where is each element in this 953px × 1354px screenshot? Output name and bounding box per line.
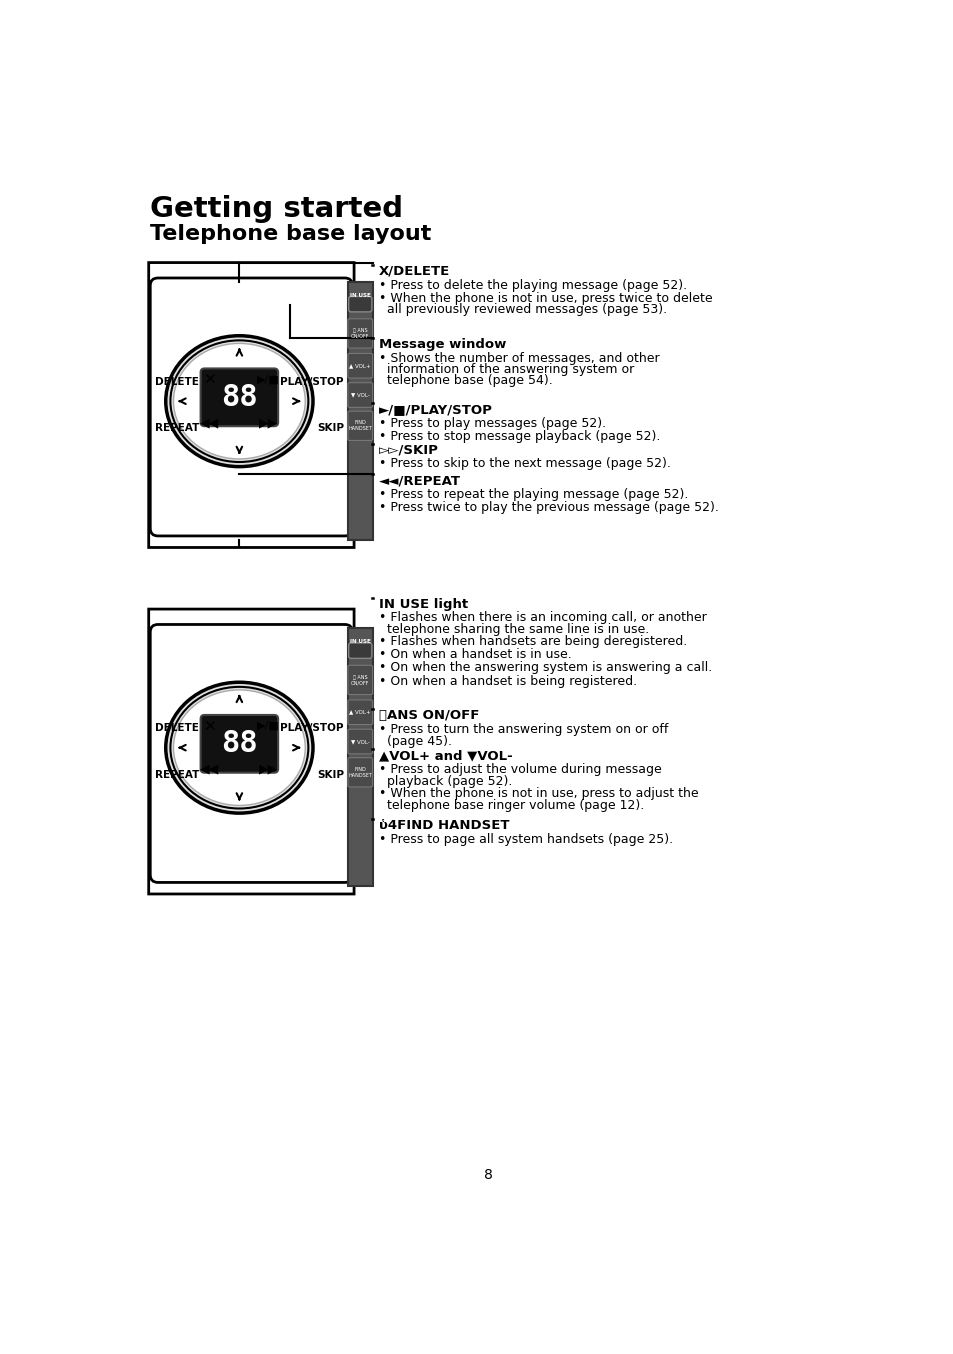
Text: PLAY/STOP: PLAY/STOP [280, 376, 344, 387]
Text: SKIP: SKIP [316, 769, 344, 780]
Text: IN USE: IN USE [350, 639, 371, 645]
Ellipse shape [166, 682, 313, 814]
Text: ▻▻/SKIP: ▻▻/SKIP [378, 444, 438, 456]
Text: • Press to page all system handsets (page 25).: • Press to page all system handsets (pag… [378, 833, 672, 846]
Text: all previously reviewed messages (page 53).: all previously reviewed messages (page 5… [386, 303, 666, 317]
Text: 8: 8 [484, 1169, 493, 1182]
Text: telephone base (page 54).: telephone base (page 54). [386, 374, 552, 387]
FancyBboxPatch shape [149, 609, 354, 894]
FancyBboxPatch shape [348, 353, 373, 378]
Text: • Flashes when there is an incoming call, or another: • Flashes when there is an incoming call… [378, 612, 706, 624]
Text: • Press to repeat the playing message (page 52).: • Press to repeat the playing message (p… [378, 489, 687, 501]
Bar [348, 628, 373, 887]
Text: REPEAT: REPEAT [154, 769, 199, 780]
Text: ⏻ ANS
ON/OFF: ⏻ ANS ON/OFF [351, 674, 369, 685]
Text: • On when a handset is being registered.: • On when a handset is being registered. [378, 674, 637, 688]
Text: • When the phone is not in use, press twice to delete: • When the phone is not in use, press tw… [378, 292, 712, 305]
Text: FIND
HANDSET: FIND HANDSET [348, 766, 372, 777]
Text: Telephone base layout: Telephone base layout [150, 223, 431, 244]
Ellipse shape [173, 344, 305, 459]
FancyBboxPatch shape [150, 278, 353, 536]
FancyBboxPatch shape [348, 318, 373, 348]
FancyBboxPatch shape [348, 700, 373, 724]
Ellipse shape [166, 336, 313, 467]
Text: FIND
HANDSET: FIND HANDSET [348, 421, 372, 431]
Text: • Shows the number of messages, and other: • Shows the number of messages, and othe… [378, 352, 659, 364]
Text: information of the answering system or: information of the answering system or [386, 363, 633, 376]
Text: telephone sharing the same line is in use.: telephone sharing the same line is in us… [386, 623, 648, 636]
Text: DELETE: DELETE [154, 376, 198, 387]
Text: PLAY/STOP: PLAY/STOP [280, 723, 344, 734]
FancyBboxPatch shape [348, 297, 372, 311]
Text: • On when the answering system is answering a call.: • On when the answering system is answer… [378, 662, 711, 674]
Text: ◀◀: ◀◀ [200, 416, 219, 429]
Ellipse shape [171, 686, 308, 808]
FancyBboxPatch shape [348, 383, 373, 408]
FancyBboxPatch shape [200, 715, 278, 773]
Text: playback (page 52).: playback (page 52). [386, 774, 512, 788]
Text: ▶/■: ▶/■ [257, 722, 280, 731]
Text: • Press to skip to the next message (page 52).: • Press to skip to the next message (pag… [378, 458, 670, 470]
Text: Message window: Message window [378, 338, 506, 351]
Text: ◄◄/REPEAT: ◄◄/REPEAT [378, 474, 460, 487]
Text: DELETE: DELETE [154, 723, 198, 734]
Text: • Press to delete the playing message (page 52).: • Press to delete the playing message (p… [378, 279, 686, 291]
Text: • Press to adjust the volume during message: • Press to adjust the volume during mess… [378, 764, 661, 776]
Text: ⏻ ANS
ON/OFF: ⏻ ANS ON/OFF [351, 328, 369, 338]
Text: Getting started: Getting started [150, 195, 403, 223]
Text: • Press to stop message playback (page 52).: • Press to stop message playback (page 5… [378, 431, 659, 444]
FancyBboxPatch shape [348, 758, 373, 787]
Text: telephone base ringer volume (page 12).: telephone base ringer volume (page 12). [386, 799, 643, 811]
Text: • Flashes when handsets are being deregistered.: • Flashes when handsets are being deregi… [378, 635, 686, 649]
Text: ✕: ✕ [203, 372, 216, 387]
Text: ὑ4FIND HANDSET: ὑ4FIND HANDSET [378, 819, 509, 833]
Text: • Press to turn the answering system on or off: • Press to turn the answering system on … [378, 723, 667, 737]
Text: ▲ VOL+: ▲ VOL+ [349, 363, 371, 368]
Text: IN USE: IN USE [350, 292, 371, 298]
Text: SKIP: SKIP [316, 424, 344, 433]
Text: ▶▶: ▶▶ [259, 416, 278, 429]
Text: • Press to play messages (page 52).: • Press to play messages (page 52). [378, 417, 605, 431]
Text: ▶▶: ▶▶ [259, 762, 278, 776]
FancyBboxPatch shape [150, 624, 353, 883]
Text: X/DELETE: X/DELETE [378, 265, 450, 278]
Ellipse shape [171, 340, 308, 462]
FancyBboxPatch shape [348, 643, 372, 658]
Text: • Press twice to play the previous message (page 52).: • Press twice to play the previous messa… [378, 501, 718, 515]
Text: • When the phone is not in use, press to adjust the: • When the phone is not in use, press to… [378, 787, 698, 800]
Text: ▼ VOL-: ▼ VOL- [351, 393, 369, 398]
FancyBboxPatch shape [200, 368, 278, 427]
Text: REPEAT: REPEAT [154, 424, 199, 433]
FancyBboxPatch shape [149, 263, 354, 547]
Text: ►/■/PLAY/STOP: ►/■/PLAY/STOP [378, 403, 493, 417]
Text: ▶/■: ▶/■ [257, 375, 280, 385]
Text: 88: 88 [221, 730, 257, 758]
Text: ▼ VOL-: ▼ VOL- [351, 739, 369, 743]
FancyBboxPatch shape [348, 665, 373, 695]
Text: 88: 88 [221, 383, 257, 412]
Text: IN USE light: IN USE light [378, 597, 468, 611]
FancyBboxPatch shape [348, 730, 373, 754]
Text: ✕: ✕ [203, 719, 216, 734]
Text: ◀◀: ◀◀ [200, 762, 219, 776]
Bar [348, 282, 373, 540]
Text: ▲VOL+ and ▼VOL-: ▲VOL+ and ▼VOL- [378, 749, 512, 762]
Ellipse shape [173, 691, 305, 806]
Text: ▲ VOL+: ▲ VOL+ [349, 709, 371, 715]
Text: (page 45).: (page 45). [386, 735, 451, 747]
FancyBboxPatch shape [348, 412, 373, 440]
Text: ⏻ANS ON/OFF: ⏻ANS ON/OFF [378, 709, 478, 722]
Text: • On when a handset is in use.: • On when a handset is in use. [378, 649, 571, 661]
